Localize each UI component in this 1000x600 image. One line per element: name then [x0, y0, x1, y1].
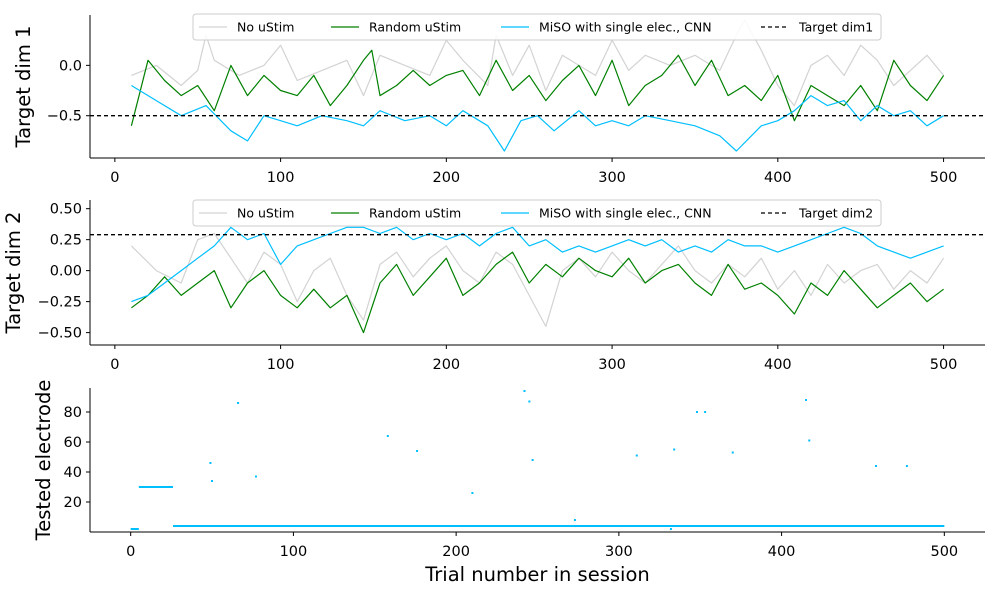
- legend-label-miso-with-single-elec-cnn: MiSO with single elec., CNN: [539, 20, 712, 35]
- legend-label-no-ustim: No uStim: [237, 20, 294, 35]
- legend-label-target-dim2: Target dim2: [798, 206, 873, 221]
- x-tick-label: 0: [110, 170, 119, 186]
- y-tick-label: −0.25: [38, 295, 82, 311]
- x-tick-label: 100: [267, 170, 295, 186]
- y-tick-label: 80: [64, 405, 82, 421]
- panel-target-dim-1: 0 100 200 300 400 500 0.0 −0.5 Target dim 1 No uS…: [12, 13, 985, 186]
- legend-box: [192, 13, 882, 41]
- y-tick-label: 0.25: [50, 233, 82, 249]
- x-tick-label: 500: [930, 357, 958, 373]
- y-tick-label: 0.00: [50, 264, 82, 280]
- x-axis-label: Trial number in session: [424, 563, 650, 586]
- series-random-ustim: [130, 49, 945, 126]
- series-miso-with-single-elec-cnn: [131, 84, 944, 152]
- panel-tested-electrode: 0 100 200 300 400 500 80 60 40 20 Tested electrode…: [32, 380, 985, 586]
- x-tick-label: 100: [267, 357, 295, 373]
- y-tick-label: 60: [64, 435, 82, 451]
- x-tick-label: 0: [126, 544, 135, 560]
- legend-label-random-ustim: Random uStim: [369, 206, 461, 221]
- y-tick-label: −0.50: [38, 326, 82, 342]
- series-miso-with-single-elec-cnn: [131, 226, 944, 303]
- series-no-ustim: [131, 19, 945, 107]
- x-tick-label: 300: [598, 357, 626, 373]
- x-tick-label: 0: [110, 357, 119, 373]
- legend-box: [192, 199, 882, 227]
- series-no-ustim: [130, 232, 945, 327]
- legend-label-no-ustim: No uStim: [237, 206, 294, 221]
- x-tick-label: 400: [764, 357, 792, 373]
- x-tick-label: 100: [280, 544, 308, 560]
- series-random-ustim: [131, 251, 944, 334]
- x-tick-label: 500: [930, 544, 958, 560]
- x-tick-label: 200: [432, 357, 460, 373]
- y-tick-label: 0.50: [50, 202, 82, 218]
- y-tick-label: −0.5: [47, 109, 82, 125]
- y-tick-label: 0.0: [59, 58, 82, 74]
- y-axis-label: Target dim 2: [2, 212, 25, 335]
- x-tick-label: 500: [930, 170, 958, 186]
- x-tick-label: 200: [432, 170, 460, 186]
- legend: No uStim Random uStim MiSO with single ele…: [192, 199, 882, 227]
- y-axis-label: Target dim 1: [12, 26, 35, 149]
- y-tick-label: 40: [64, 465, 82, 481]
- y-axis-label: Tested electrode: [32, 380, 55, 542]
- x-tick-label: 300: [598, 170, 626, 186]
- legend-label-target-dim1: Target dim1: [798, 20, 873, 35]
- legend: No uStim Random uStim MiSO with single ele…: [192, 13, 882, 41]
- legend-label-miso-with-single-elec-cnn: MiSO with single elec., CNN: [539, 206, 712, 221]
- y-tick-label: 20: [64, 495, 82, 511]
- x-tick-label: 200: [442, 544, 470, 560]
- x-tick-label: 400: [768, 544, 796, 560]
- x-tick-label: 400: [764, 170, 792, 186]
- panel-target-dim-2: 0 100 200 300 400 500 0.50 0.25 0.00 −0.25 −0.50 Ta…: [2, 199, 985, 373]
- x-tick-label: 300: [605, 544, 633, 560]
- legend-label-random-ustim: Random uStim: [369, 20, 461, 35]
